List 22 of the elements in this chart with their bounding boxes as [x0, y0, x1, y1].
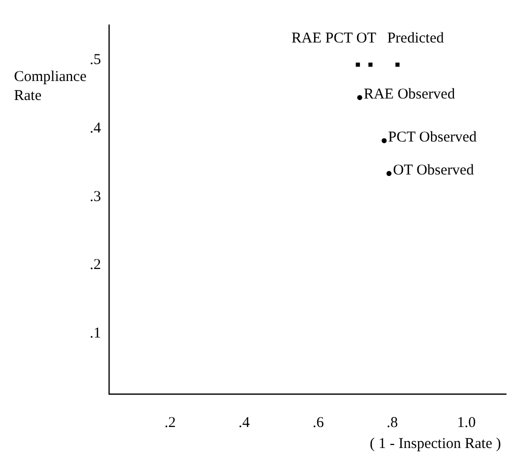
- point: [386, 171, 392, 176]
- y-axis-title: Compliance Rate: [14, 68, 87, 104]
- point: [395, 62, 400, 67]
- y-tick-label: .3: [90, 188, 101, 205]
- data-label: RAE Observed: [364, 86, 456, 103]
- y-tick-label: .1: [90, 326, 101, 342]
- point: [357, 95, 362, 100]
- data-label: PCT Observed: [388, 130, 478, 146]
- data-label: OT Observed: [392, 162, 474, 178]
- x-axis-title: ( 1 - Inspection Rate ): [370, 436, 501, 452]
- x-tick-label: .4: [238, 414, 250, 431]
- x-tick-label: 1.0: [457, 414, 476, 431]
- y-tick-label: .5: [90, 52, 101, 68]
- point: [382, 138, 387, 144]
- x-tick-label: .8: [386, 414, 398, 431]
- y-tick-label: .2: [90, 257, 101, 274]
- point: [356, 62, 360, 67]
- point: [368, 62, 373, 67]
- x-tick-label: .6: [312, 414, 324, 431]
- annotation: RAE PCT OT Predicted: [292, 30, 444, 47]
- y-tick-label: .4: [90, 120, 102, 136]
- x-tick-label: .2: [164, 414, 176, 431]
